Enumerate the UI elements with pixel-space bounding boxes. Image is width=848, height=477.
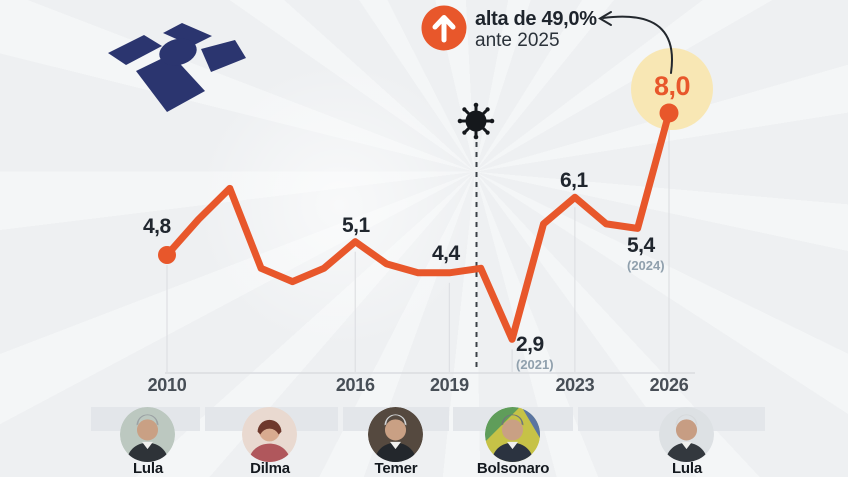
value-label-2023: 6,1 [560,169,588,192]
x-tick-label: 2010 [147,375,187,395]
start-dot [158,246,176,264]
virus-icon [457,102,495,140]
highlight-halo [631,48,713,130]
logo-left-shape [108,35,162,65]
value-label-2010: 4,8 [143,215,171,238]
logo-ellipse [159,38,197,66]
x-tick-label: 2026 [649,375,689,395]
person-silhouette-icon [368,407,423,462]
value-label-2016: 5,1 [342,214,370,237]
avatar-dilma [242,407,297,462]
person-silhouette-icon [242,407,297,462]
person-silhouette-icon [485,407,540,462]
president-name-temer: Temer [374,460,418,477]
value-label-2019: 4,4 [432,242,460,265]
end-dot [659,103,679,123]
value-label-2021: 2,9 (2021) [516,334,554,371]
avatar-lula-1 [120,407,175,462]
logo-top-shape [163,23,212,46]
x-axis-labels: 2010 2016 2019 2023 2026 [0,375,848,397]
x-tick-label: 2023 [555,375,595,395]
value-label-2024-year: (2024) [627,258,665,273]
person-silhouette-icon [659,407,714,462]
avatar-lula-2 [659,407,714,462]
avatar-bolsonaro [485,407,540,462]
annotation-subline: ante 2025 [475,30,560,51]
logo-bottom-shape [136,54,205,112]
president-name-lula-1: Lula [132,460,164,477]
president-name-lula-2: Lula [671,460,703,477]
year-gridlines [166,123,670,372]
value-label-2024: 5,4 (2024) [627,235,665,272]
logo-shapes [108,23,246,112]
value-label-2021-number: 2,9 [516,333,544,356]
receita-federal-logo [108,23,246,112]
curved-left-arrow-icon [598,11,673,74]
x-tick-label: 2019 [429,375,469,395]
value-label-2026: 8,0 [653,71,691,101]
value-label-2024-number: 5,4 [627,234,655,257]
avatar-temer [368,407,423,462]
logo-right-shape [201,40,246,72]
president-name-bolsonaro: Bolsonaro [476,460,550,477]
president-name-dilma: Dilma [250,460,290,477]
person-silhouette-icon [120,407,175,462]
x-tick-label: 2016 [335,375,375,395]
arrow-up-icon [421,5,467,51]
trend-line [163,109,673,343]
value-label-2021-year: (2021) [516,357,554,372]
annotation-headline: alta de 49,0% [475,8,597,30]
